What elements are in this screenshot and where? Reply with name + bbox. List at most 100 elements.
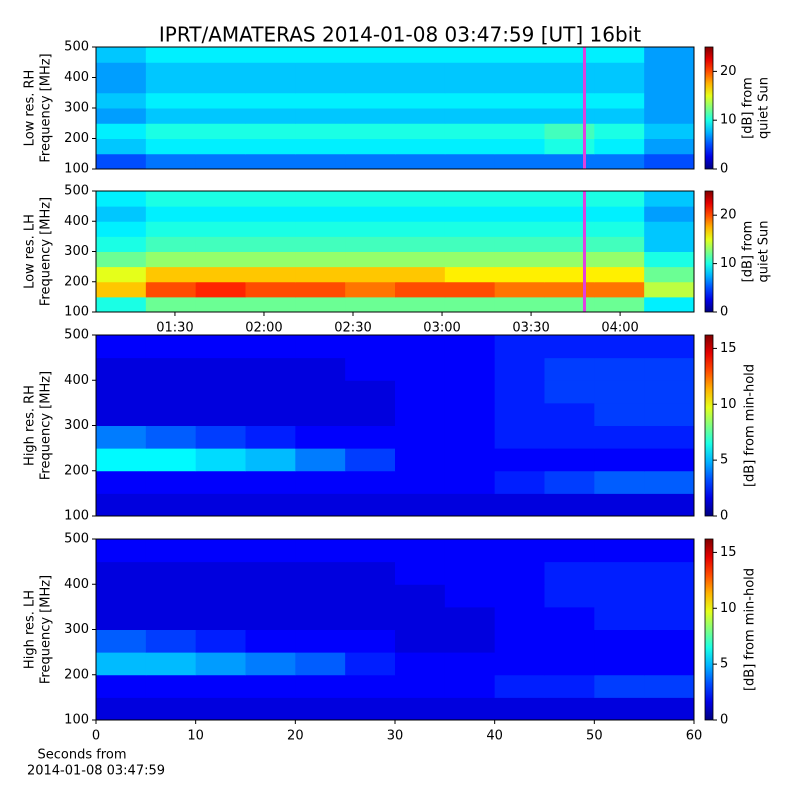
heatmap-cell: [245, 206, 296, 222]
heatmap-cell: [494, 153, 545, 170]
heatmap-cell: [295, 674, 346, 698]
heatmap-cell: [444, 425, 496, 449]
heatmap-cell: [96, 448, 147, 472]
heatmap-cell: [96, 652, 147, 676]
heatmap-cell: [195, 425, 246, 449]
heatmap-cell: [395, 425, 446, 449]
heatmap-cell: [295, 606, 346, 630]
heatmap-cell: [644, 402, 695, 426]
colorbar-tick-label: 20: [720, 64, 737, 79]
heatmap-cell: [195, 108, 246, 124]
heatmap-cell: [295, 652, 346, 676]
heatmap-cell: [345, 674, 396, 698]
heatmap-cell: [295, 493, 346, 517]
heatmap-cell: [295, 77, 346, 94]
heatmap-cell: [145, 251, 197, 268]
heatmap-cell: [245, 402, 296, 426]
heatmap-cell: [494, 335, 545, 359]
x-tick-label: 02:30: [334, 321, 371, 336]
heatmap-cell: [544, 206, 595, 222]
heatmap-cell: [544, 380, 595, 404]
heatmap-cell: [644, 206, 695, 222]
heatmap-cell: [594, 629, 645, 653]
heatmap-cell: [96, 92, 147, 109]
heatmap-cell: [494, 652, 545, 676]
heatmap-cell: [644, 251, 695, 268]
heatmap-cell: [395, 674, 446, 698]
heatmap-cell: [594, 335, 645, 359]
heatmap-cell: [594, 206, 645, 222]
heatmap-cell: [245, 425, 296, 449]
heatmap-cell: [345, 380, 396, 404]
heatmap-cell: [395, 539, 446, 563]
heatmap-cell: [96, 62, 147, 78]
heatmap-cell: [195, 335, 246, 359]
heatmap-cell: [245, 652, 296, 676]
heatmap-cell: [395, 221, 446, 237]
x-tick-label: 40: [486, 729, 503, 744]
heatmap-cell: [644, 62, 695, 78]
heatmap-cell: [145, 62, 197, 78]
heatmap-cell: [494, 629, 545, 653]
heatmap-cell: [544, 470, 595, 494]
heatmap-cell: [444, 380, 496, 404]
heatmap-cell: [96, 357, 147, 381]
heatmap-cell: [494, 470, 545, 494]
heatmap-cell: [96, 629, 147, 653]
y-axis-label: Low res. RH: [23, 70, 38, 147]
colorbar-label: quiet Sun: [757, 220, 772, 282]
heatmap-cell: [145, 335, 197, 359]
colorbar-tick-label: 20: [720, 208, 737, 223]
heatmap-cell: [395, 470, 446, 494]
heatmap-cell: [295, 357, 346, 381]
y-axis-label: Frequency [MHz]: [39, 53, 54, 162]
heatmap-cell: [295, 191, 346, 207]
heatmap-cell: [395, 108, 446, 124]
heatmap-cell: [295, 266, 346, 283]
heatmap-cell: [96, 191, 147, 207]
colorbar: [704, 190, 714, 313]
y-tick-label: 300: [64, 244, 89, 259]
heatmap-cell: [444, 206, 496, 222]
heatmap-cell: [444, 335, 496, 359]
heatmap-cell: [644, 697, 695, 721]
heatmap-cell: [295, 402, 346, 426]
heatmap-cell: [544, 448, 595, 472]
heatmap-cell: [494, 561, 545, 585]
heatmap-cell: [345, 266, 396, 283]
y-tick-label: 100: [64, 305, 89, 320]
heatmap-cell: [195, 561, 246, 585]
heatmap-cell: [544, 629, 595, 653]
heatmap-cell: [195, 606, 246, 630]
heatmap-cell: [594, 606, 645, 630]
heatmap-cell: [345, 221, 396, 237]
heatmap-cell: [395, 251, 446, 268]
heatmap-cell: [145, 296, 197, 313]
x-tick-label: 30: [387, 729, 404, 744]
heatmap-cell: [594, 357, 645, 381]
heatmap-cell: [96, 108, 147, 124]
heatmap-cell: [195, 697, 246, 721]
y-tick-label: 500: [64, 184, 89, 199]
heatmap-cell: [395, 206, 446, 222]
x-tick-label: 03:30: [512, 321, 549, 336]
heatmap-cell: [444, 674, 496, 698]
heatmap-cell: [494, 448, 545, 472]
heatmap-cell: [145, 425, 197, 449]
heatmap-cell: [444, 281, 496, 298]
heatmap-cell: [145, 108, 197, 124]
heatmap-cell: [295, 138, 346, 155]
heatmap-cell: [594, 425, 645, 449]
heatmap-cell: [345, 470, 396, 494]
heatmap-cell: [245, 62, 296, 78]
y-axis-label: Frequency [MHz]: [39, 575, 54, 684]
heatmap-cell: [494, 92, 545, 109]
heatmap-cell: [494, 539, 545, 563]
heatmap-cell: [295, 47, 346, 63]
heatmap-cell: [594, 561, 645, 585]
heatmap-cell: [594, 296, 645, 313]
heatmap-cell: [544, 674, 595, 698]
heatmap-cell: [195, 448, 246, 472]
heatmap-cell: [96, 47, 147, 63]
heatmap-cell: [395, 561, 446, 585]
